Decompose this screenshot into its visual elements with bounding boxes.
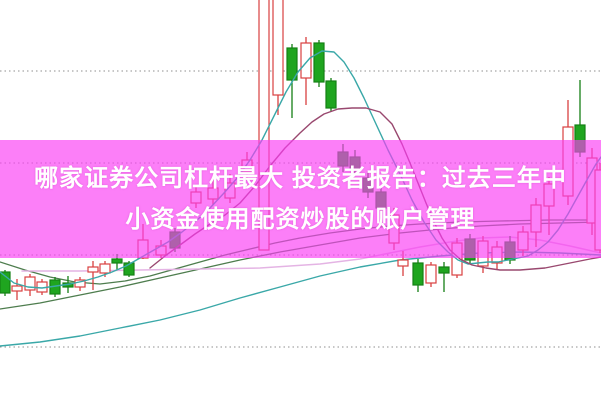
candle-down	[24, 276, 36, 291]
candle-down	[99, 263, 111, 274]
candle-up	[111, 258, 123, 264]
candle-down	[300, 42, 312, 79]
candle-down	[11, 285, 23, 292]
candle-down	[425, 264, 437, 284]
candle-down	[397, 259, 409, 267]
candle-up	[313, 42, 325, 83]
candle-down	[272, 0, 284, 96]
candle-up	[412, 262, 424, 286]
candle-up	[325, 80, 337, 109]
candle-up	[123, 262, 135, 276]
candle-up	[0, 271, 11, 294]
headline-line-2: 小资金使用配资炒股的账户管理	[125, 206, 476, 233]
candle-up	[438, 266, 450, 274]
ma-teal-long	[0, 251, 601, 347]
candle-down	[87, 266, 99, 273]
candle-up	[286, 47, 298, 81]
headline-line-1: 哪家证券公司杠杆最大 投资者报告：过去三年中	[34, 164, 567, 192]
headline-banner: 哪家证券公司杠杆最大 投资者报告：过去三年中 小资金使用配资炒股的账户管理	[0, 140, 601, 258]
